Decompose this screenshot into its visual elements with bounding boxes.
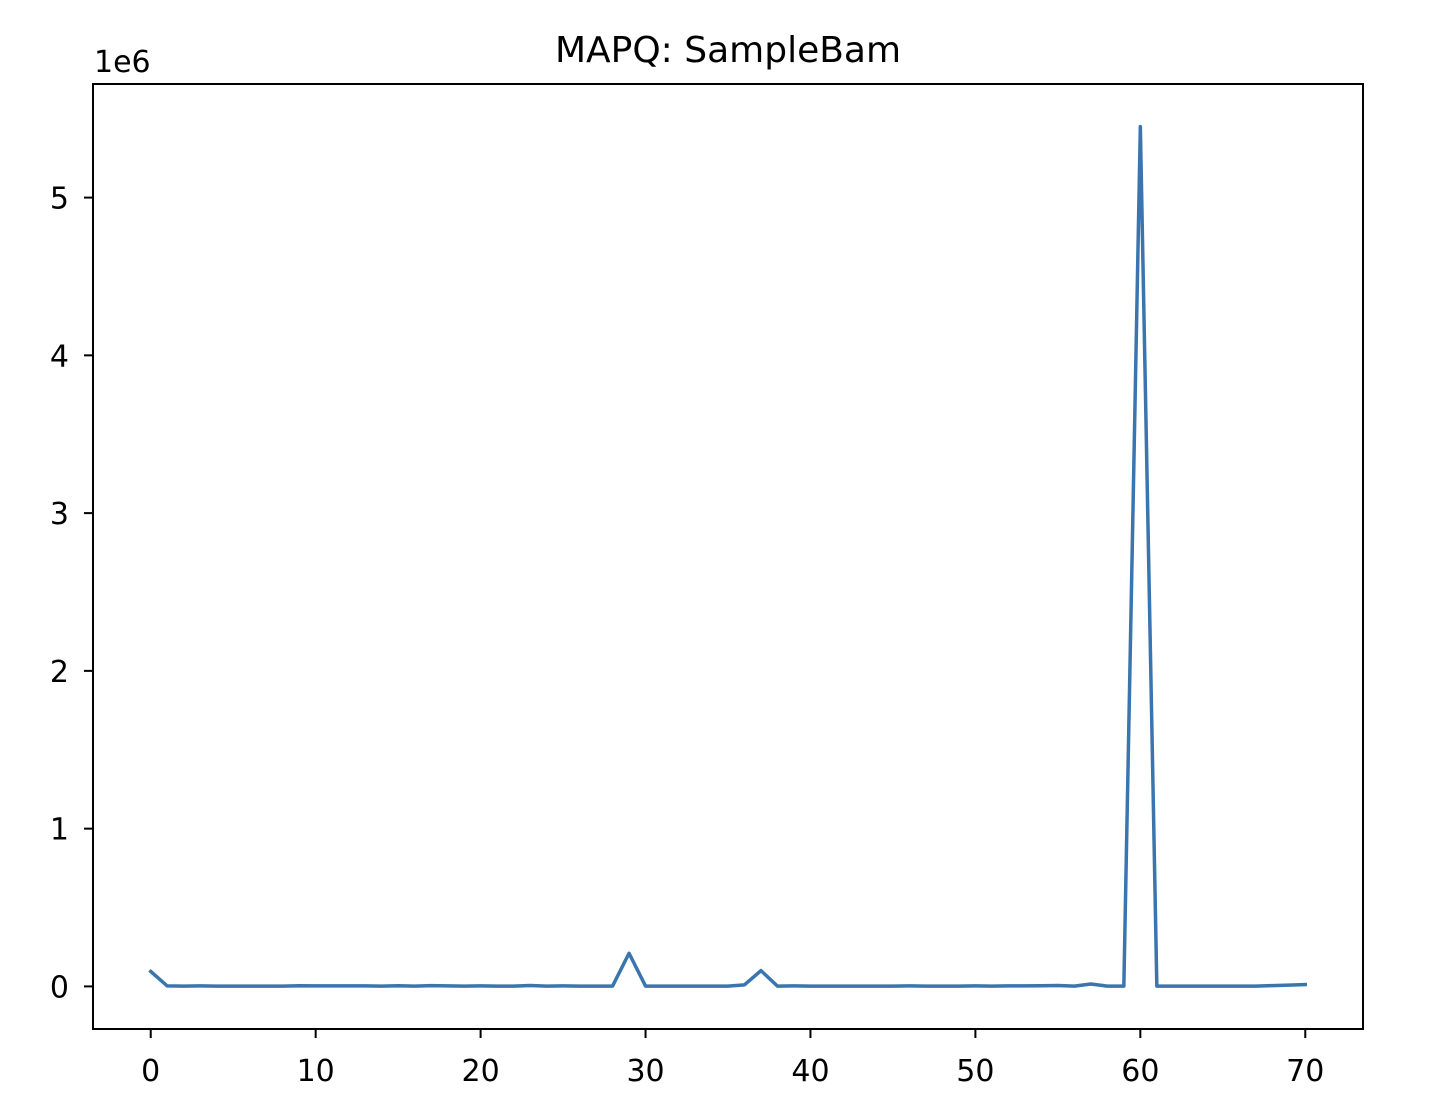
x-tick-label: 70	[1286, 1054, 1324, 1089]
y-tick-label: 5	[50, 182, 69, 217]
x-tick-label: 60	[1121, 1054, 1159, 1089]
y-tick-label: 0	[50, 970, 69, 1005]
x-tick-label: 30	[626, 1054, 664, 1089]
plot-area	[148, 124, 1308, 988]
x-tick-label: 20	[462, 1054, 500, 1089]
x-tick-label: 0	[141, 1054, 160, 1089]
y-offset-label: 1e6	[94, 45, 151, 80]
x-tick-label: 10	[297, 1054, 335, 1089]
y-tick-label: 1	[50, 813, 69, 848]
y-axis: 0 1 2 3 4 5	[50, 182, 93, 1005]
x-tick-label: 40	[791, 1054, 829, 1089]
y-tick-label: 3	[50, 497, 69, 532]
series-line-0	[148, 124, 1308, 988]
x-tick-label: 50	[956, 1054, 994, 1089]
y-tick-label: 2	[50, 655, 69, 690]
y-tick-label: 4	[50, 339, 69, 374]
chart-title: MAPQ: SampleBam	[555, 30, 901, 71]
axes-frame	[92, 83, 1364, 1030]
x-axis: 0 10 20 30 40 50 60 70	[141, 1029, 1324, 1089]
